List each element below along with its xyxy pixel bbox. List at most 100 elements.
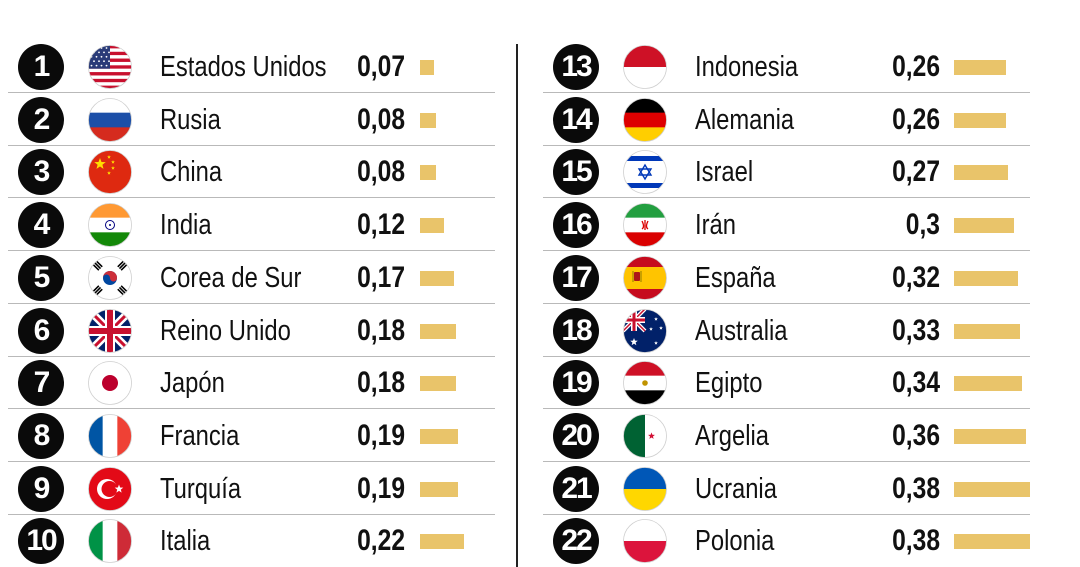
value-label: 0,26 bbox=[892, 102, 940, 136]
ranking-row: 18 Australia 0,33 bbox=[543, 305, 1030, 357]
country-name: Indonesia bbox=[695, 51, 799, 83]
row-separator bbox=[8, 144, 495, 146]
value-bar bbox=[954, 428, 1026, 444]
rank-badge: 19 bbox=[553, 360, 599, 407]
value-bar bbox=[420, 376, 456, 392]
row-separator bbox=[8, 302, 495, 304]
ranking-row: 10 Italia 0,22 bbox=[8, 515, 495, 567]
row-separator bbox=[8, 355, 495, 357]
country-name: Reino Unido bbox=[160, 314, 291, 347]
country-name: Ucrania bbox=[695, 472, 777, 505]
value-label: 0,27 bbox=[892, 155, 940, 189]
ranking-row: 1 Estados Unidos 0,07 bbox=[8, 41, 495, 93]
value-label: 0,07 bbox=[357, 50, 405, 83]
row-separator bbox=[543, 92, 1030, 93]
country-name: Australia bbox=[695, 314, 788, 347]
uk-flag-icon bbox=[88, 308, 132, 353]
value-bar bbox=[954, 165, 1008, 181]
value-bar bbox=[954, 534, 1030, 550]
country-name: Italia bbox=[160, 525, 211, 558]
value-label: 0,3 bbox=[905, 208, 940, 242]
value-label: 0,38 bbox=[892, 524, 940, 558]
country-name: Irán bbox=[695, 209, 736, 242]
value-bar bbox=[954, 376, 1022, 392]
value-label: 0,38 bbox=[892, 471, 940, 505]
value-label: 0,26 bbox=[892, 50, 940, 83]
rank-badge: 17 bbox=[553, 254, 599, 301]
rank-badge: 16 bbox=[553, 202, 599, 249]
row-separator bbox=[8, 408, 495, 410]
country-name: Japón bbox=[160, 367, 225, 400]
country-name: Estados Unidos bbox=[160, 51, 327, 83]
value-bar bbox=[420, 428, 458, 444]
ranking-row: 19 Egipto 0,34 bbox=[543, 357, 1030, 410]
country-name: España bbox=[695, 261, 776, 294]
row-separator bbox=[543, 408, 1030, 410]
rank-badge: 1 bbox=[18, 44, 64, 90]
value-bar bbox=[420, 60, 434, 75]
value-label: 0,19 bbox=[357, 418, 405, 452]
ranking-row: 3 China 0,08 bbox=[8, 146, 495, 199]
value-bar bbox=[420, 112, 436, 128]
india-flag-icon bbox=[88, 203, 132, 247]
rank-badge: 22 bbox=[553, 518, 599, 565]
value-label: 0,12 bbox=[357, 208, 405, 242]
country-name: India bbox=[160, 209, 212, 242]
ranking-row: 9 Turquía 0,19 bbox=[8, 463, 495, 515]
us-flag-icon bbox=[88, 45, 132, 89]
ranking-row: 17 España 0,32 bbox=[543, 252, 1030, 304]
ranking-row: 5 Corea de Sur 0,17 bbox=[8, 252, 495, 304]
value-label: 0,18 bbox=[357, 366, 405, 400]
country-name: Alemania bbox=[695, 103, 795, 136]
country-name: Francia bbox=[160, 419, 240, 452]
israel-flag-icon bbox=[623, 150, 667, 195]
row-separator bbox=[543, 144, 1030, 146]
value-label: 0,17 bbox=[357, 260, 405, 294]
rank-badge: 8 bbox=[18, 412, 64, 459]
south-korea-flag-icon bbox=[88, 255, 132, 300]
value-bar bbox=[420, 218, 444, 234]
egypt-flag-icon bbox=[623, 361, 667, 406]
rank-badge: 2 bbox=[18, 96, 64, 143]
value-label: 0,22 bbox=[357, 524, 405, 558]
value-label: 0,19 bbox=[357, 471, 405, 505]
rank-badge: 4 bbox=[18, 202, 64, 249]
row-separator bbox=[543, 197, 1030, 199]
ranking-row: 15 Israel 0,27 bbox=[543, 146, 1030, 199]
france-flag-icon bbox=[88, 413, 132, 458]
country-name: Israel bbox=[695, 156, 754, 189]
russia-flag-icon bbox=[88, 97, 132, 142]
ranking-row: 14 Alemania 0,26 bbox=[543, 94, 1030, 146]
row-separator bbox=[8, 513, 495, 515]
rank-badge: 10 bbox=[18, 518, 64, 565]
value-label: 0,33 bbox=[892, 313, 940, 347]
ranking-row: 6 Reino Unido 0,18 bbox=[8, 305, 495, 357]
row-separator bbox=[543, 355, 1030, 357]
ukraine-flag-icon bbox=[623, 466, 667, 511]
row-separator bbox=[8, 197, 495, 199]
value-label: 0,08 bbox=[357, 155, 405, 189]
japan-flag-icon bbox=[88, 361, 132, 406]
country-name: Turquía bbox=[160, 472, 242, 505]
row-separator bbox=[8, 92, 495, 93]
value-bar bbox=[420, 165, 436, 181]
rank-badge: 20 bbox=[553, 412, 599, 459]
ranking-row: 16 Irán 0,3 bbox=[543, 199, 1030, 252]
row-separator bbox=[543, 513, 1030, 515]
value-label: 0,18 bbox=[357, 313, 405, 347]
value-bar bbox=[420, 270, 454, 286]
turkey-flag-icon bbox=[88, 466, 132, 511]
rank-badge: 9 bbox=[18, 465, 64, 512]
value-label: 0,34 bbox=[892, 366, 940, 400]
rank-badge: 21 bbox=[553, 465, 599, 512]
row-separator bbox=[8, 460, 495, 462]
value-bar bbox=[954, 481, 1030, 497]
rank-badge: 7 bbox=[18, 360, 64, 407]
spain-flag-icon bbox=[623, 255, 667, 300]
value-bar bbox=[954, 218, 1014, 234]
rank-badge: 18 bbox=[553, 307, 599, 354]
ranking-row: 20 Argelia 0,36 bbox=[543, 410, 1030, 462]
country-name: China bbox=[160, 156, 223, 189]
rank-badge: 14 bbox=[553, 96, 599, 143]
row-separator bbox=[543, 250, 1030, 252]
